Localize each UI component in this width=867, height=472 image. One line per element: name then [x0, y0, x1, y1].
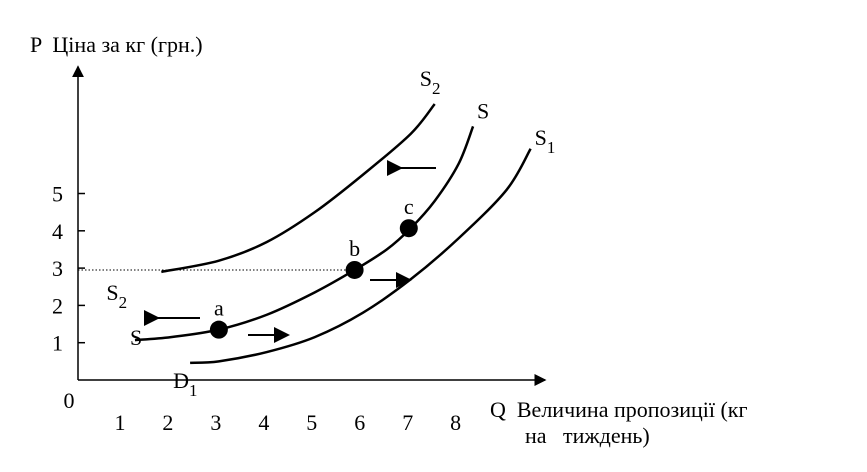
- x-tick-label: 5: [306, 410, 317, 435]
- curve-start-label-text: S: [106, 280, 118, 305]
- curve-label-text: S: [477, 98, 489, 123]
- x-tick-label: 3: [210, 410, 221, 435]
- point: [209, 320, 228, 339]
- point: [345, 260, 364, 279]
- y-tick-label: 4: [52, 219, 63, 244]
- curve-label-sub: 1: [547, 138, 556, 157]
- x-axis-label: на тиждень): [525, 423, 650, 448]
- y-tick-label: 3: [52, 256, 63, 281]
- x-axis-label: Q Величина пропозиції (кг: [490, 397, 748, 422]
- x-tick-label: 4: [258, 410, 269, 435]
- curve-start-label: S: [130, 325, 142, 350]
- curve-start-label: S2: [106, 280, 127, 312]
- y-tick-label: 2: [52, 293, 63, 318]
- x-tick-label: 8: [450, 410, 461, 435]
- curve-label: S1: [535, 125, 556, 157]
- curve-label: S: [477, 98, 489, 123]
- curve-label-text: S: [535, 125, 547, 150]
- y-tick-label: 5: [52, 182, 63, 207]
- curve-start-label: D1: [173, 368, 197, 400]
- curve-start-label-text: D: [173, 368, 189, 393]
- x-tick-label: 2: [162, 410, 173, 435]
- x-tick-label: 1: [114, 410, 125, 435]
- curve-label-sub: 2: [432, 79, 441, 98]
- point-label: c: [404, 194, 414, 219]
- x-tick-label: 0: [64, 388, 75, 413]
- curve-label: S2: [420, 66, 441, 98]
- point: [399, 219, 418, 238]
- curve: [134, 125, 475, 342]
- point-label: b: [349, 236, 360, 261]
- y-tick-label: 1: [52, 331, 63, 356]
- curve: [190, 148, 532, 365]
- x-tick-label: 7: [402, 410, 413, 435]
- point-label: a: [214, 296, 224, 321]
- curve-start-label-sub: 1: [189, 381, 198, 400]
- curve-start-label-text: S: [130, 325, 142, 350]
- curve-label-text: S: [420, 66, 432, 91]
- y-axis-label: P Ціна за кг (грн.): [30, 32, 203, 57]
- x-tick-label: 6: [354, 410, 365, 435]
- curve-start-label-sub: 2: [119, 293, 128, 312]
- curve: [161, 103, 436, 274]
